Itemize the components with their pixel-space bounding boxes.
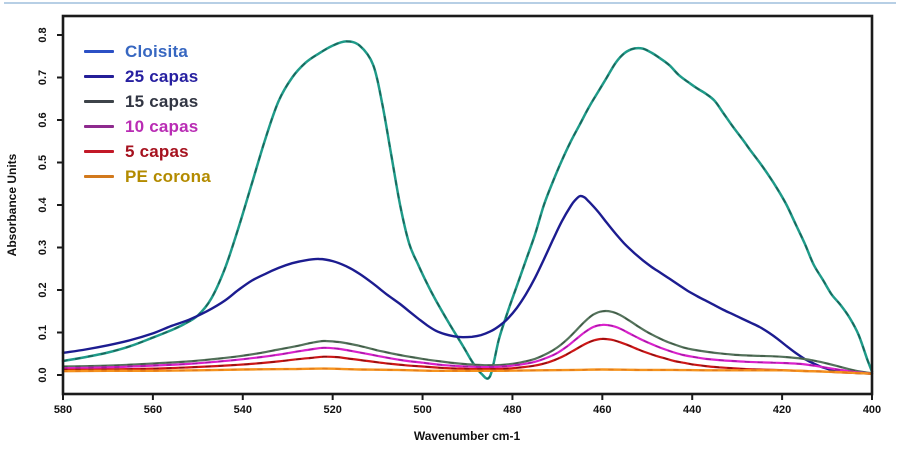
- legend-item-cloisita: Cloisita: [84, 39, 211, 64]
- y-tick-label: 0.1: [37, 325, 49, 340]
- x-tick-label: 540: [234, 404, 252, 416]
- y-tick-label: 0.3: [37, 240, 49, 255]
- legend-line-swatch: [84, 49, 114, 54]
- legend-item-10-capas: 10 capas: [84, 114, 211, 139]
- legend-label: PE corona: [125, 166, 211, 186]
- x-axis-label: Wavenumber cm-1: [414, 429, 521, 443]
- x-tick-label: 440: [683, 404, 701, 416]
- y-tick-label: 0.7: [37, 70, 49, 85]
- curve-dash-overlay-10-capas: [62, 324, 873, 375]
- y-tick-label: 0.8: [37, 27, 49, 42]
- x-tick-label: 480: [503, 404, 521, 416]
- x-tick-label: 420: [773, 404, 791, 416]
- legend: Cloisita 25 capas 15 capas 10 capas 5 capas P…: [84, 39, 211, 189]
- curve-dash-overlay-pe-corona: [62, 367, 873, 375]
- legend-label: 25 capas: [125, 66, 199, 86]
- legend-item-15-capas: 15 capas: [84, 89, 211, 114]
- curve-25-capas: [61, 194, 874, 375]
- legend-line-swatch: [84, 74, 114, 79]
- y-tick-label: 0.5: [37, 155, 49, 170]
- curves-group: [61, 40, 874, 380]
- legend-label: 15 capas: [125, 91, 199, 111]
- x-tick-label: 460: [593, 404, 611, 416]
- y-tick-label: 0.4: [37, 196, 49, 212]
- legend-line-swatch: [84, 174, 114, 179]
- x-tick-label: 400: [863, 404, 881, 416]
- legend-item-5-capas: 5 capas: [84, 139, 211, 164]
- x-tick-label: 500: [413, 404, 431, 416]
- y-tick-label: 0.6: [37, 112, 49, 127]
- legend-label: Cloisita: [125, 41, 189, 61]
- y-tick-label: 0.2: [37, 282, 49, 297]
- legend-label: 10 capas: [125, 116, 199, 136]
- curve-dash-overlay-15-capas: [62, 310, 873, 374]
- x-axis-ticks: 580 560 540 520 500 480 460 440 420 400: [54, 394, 881, 416]
- y-axis-label: Absorbance Units: [5, 153, 19, 256]
- legend-item-pe-corona: PE corona: [84, 164, 211, 189]
- x-tick-label: 580: [54, 404, 72, 416]
- figure-top-border: [4, 2, 896, 4]
- legend-line-swatch: [84, 149, 114, 154]
- legend-item-25-capas: 25 capas: [84, 64, 211, 89]
- legend-line-swatch: [84, 99, 114, 104]
- y-tick-label: 0.0: [37, 367, 49, 382]
- y-axis-ticks: 0.0 0.1 0.2 0.3 0.4 0.5 0.6 0.7 0.8: [37, 27, 63, 383]
- x-tick-label: 560: [144, 404, 162, 416]
- legend-label: 5 capas: [125, 141, 189, 161]
- x-tick-label: 520: [323, 404, 341, 416]
- legend-line-swatch: [84, 124, 114, 129]
- curve-dash-overlay-cloisita: [62, 40, 873, 380]
